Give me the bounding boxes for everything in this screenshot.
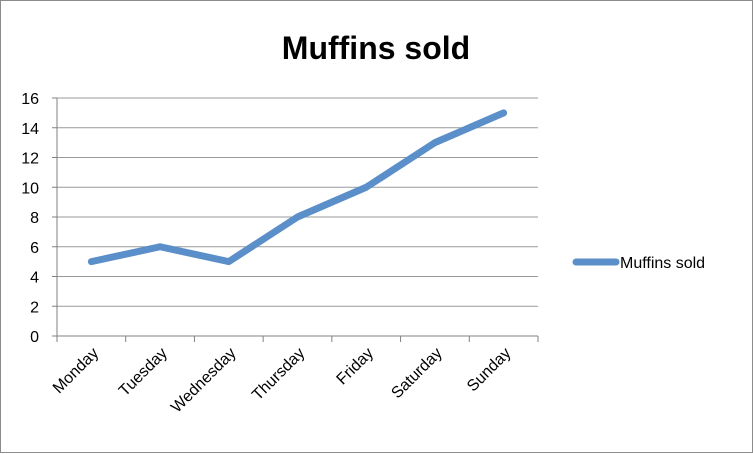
y-axis-ticks: 0 2 4 6 8 10 12 14 16 <box>21 91 39 346</box>
x-tick-label: Friday <box>334 345 377 388</box>
y-tick-label: 6 <box>30 240 39 257</box>
y-tick-label: 16 <box>21 91 39 108</box>
y-tick-label: 10 <box>21 180 39 197</box>
y-tick-label: 0 <box>30 329 39 346</box>
chart-title: Muffins sold <box>282 30 470 66</box>
y-tick-label: 14 <box>21 121 39 138</box>
y-tick-label: 4 <box>30 270 39 287</box>
x-tick-label: Sunday <box>464 345 514 395</box>
x-tick-label: Monday <box>50 345 102 397</box>
y-tick-label: 12 <box>21 151 39 168</box>
legend-label: Muffins sold <box>620 255 705 272</box>
y-tick-label: 8 <box>30 210 39 227</box>
legend: Muffins sold <box>576 255 705 272</box>
x-tick-label: Tuesday <box>116 345 171 400</box>
y-tick-label: 2 <box>30 299 39 316</box>
x-tick-label: Thursday <box>249 345 308 404</box>
x-tick-label: Wednesday <box>168 345 240 417</box>
x-tick-label: Saturday <box>388 345 445 402</box>
